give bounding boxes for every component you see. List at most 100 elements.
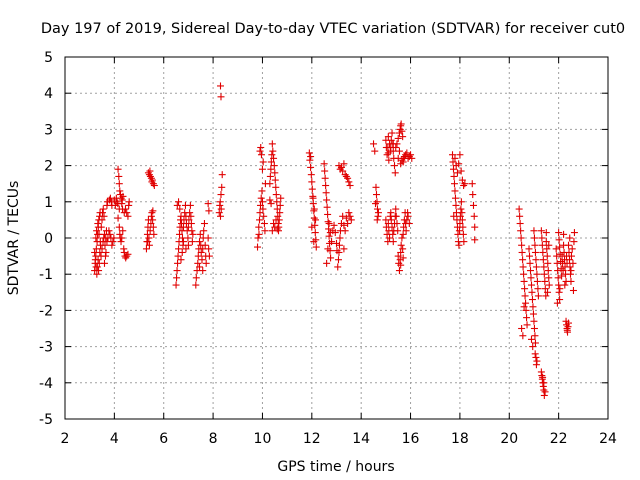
data-point (270, 162, 278, 170)
data-point (312, 243, 320, 251)
data-point (346, 212, 354, 220)
data-point (537, 227, 545, 235)
data-point (173, 274, 181, 282)
y-tick-label: -3 (39, 340, 53, 356)
data-point (345, 178, 353, 186)
data-point (533, 270, 541, 278)
y-tick-label: 0 (44, 231, 53, 247)
data-point (468, 180, 476, 188)
data-point (403, 216, 411, 224)
data-point (103, 238, 111, 246)
data-point (273, 198, 281, 206)
data-point (542, 238, 550, 246)
data-point (328, 238, 336, 246)
data-point (398, 156, 406, 164)
y-tick-label: 5 (44, 50, 53, 66)
data-point (272, 191, 280, 199)
data-point (346, 182, 354, 190)
data-point (523, 321, 531, 329)
data-point (145, 234, 153, 242)
data-point (450, 180, 458, 188)
data-point (323, 196, 331, 204)
data-point (400, 223, 408, 231)
data-point (451, 154, 459, 162)
x-tick-label: 12 (303, 431, 321, 447)
data-point (456, 212, 464, 220)
data-point (389, 238, 397, 246)
data-point (451, 187, 459, 195)
data-point (528, 296, 536, 304)
data-point (120, 248, 128, 256)
data-point (530, 227, 538, 235)
data-point (552, 245, 560, 253)
data-point (148, 209, 156, 217)
data-point (184, 241, 192, 249)
data-point (527, 281, 535, 289)
data-point (175, 245, 183, 253)
data-point (143, 230, 151, 238)
data-point (321, 174, 329, 182)
data-point (471, 236, 479, 244)
data-point (541, 277, 549, 285)
data-point (394, 227, 402, 235)
data-point (320, 160, 328, 168)
data-point (543, 252, 551, 260)
data-point (198, 256, 206, 264)
data-point (561, 281, 569, 289)
data-point (372, 191, 380, 199)
data-point (384, 133, 392, 141)
data-point (469, 201, 477, 209)
data-point (403, 149, 411, 157)
data-point (267, 158, 275, 166)
data-point (96, 248, 104, 256)
data-point (569, 286, 577, 294)
data-point (392, 205, 400, 213)
data-point (388, 129, 396, 137)
data-point (554, 274, 562, 282)
data-point (114, 165, 122, 173)
data-point (455, 160, 463, 168)
data-point (322, 189, 330, 197)
data-point (321, 167, 329, 175)
data-point (393, 220, 401, 228)
data-point (567, 267, 575, 275)
data-point (540, 263, 548, 271)
data-point (533, 357, 541, 365)
data-point (110, 234, 118, 242)
y-tick-label: 3 (44, 122, 53, 138)
data-point (397, 248, 405, 256)
data-point (540, 379, 548, 387)
data-point (257, 151, 265, 159)
data-point (399, 230, 407, 238)
data-point (449, 151, 457, 159)
data-point (342, 214, 350, 222)
y-tick-label: -4 (39, 376, 53, 392)
data-point (538, 241, 546, 249)
data-point (518, 325, 526, 332)
data-point (563, 326, 571, 334)
data-point (149, 216, 157, 224)
data-point (520, 303, 528, 311)
data-point (459, 223, 467, 231)
data-point (179, 238, 187, 246)
data-point (543, 245, 551, 253)
y-tick-label: -5 (39, 412, 53, 428)
data-point (449, 158, 457, 166)
data-point (276, 209, 284, 217)
data-point (105, 227, 113, 235)
data-point (277, 194, 285, 202)
data-point (177, 256, 185, 264)
data-point (174, 259, 182, 267)
data-point (344, 220, 352, 228)
data-point (515, 205, 523, 213)
data-point (395, 147, 403, 155)
data-point (115, 172, 123, 180)
data-point (392, 144, 400, 151)
data-point (457, 205, 465, 213)
data-point (541, 285, 549, 293)
data-point (522, 306, 530, 314)
data-point (405, 220, 413, 228)
data-point (458, 209, 466, 217)
data-point (456, 151, 464, 159)
data-point (544, 259, 552, 267)
